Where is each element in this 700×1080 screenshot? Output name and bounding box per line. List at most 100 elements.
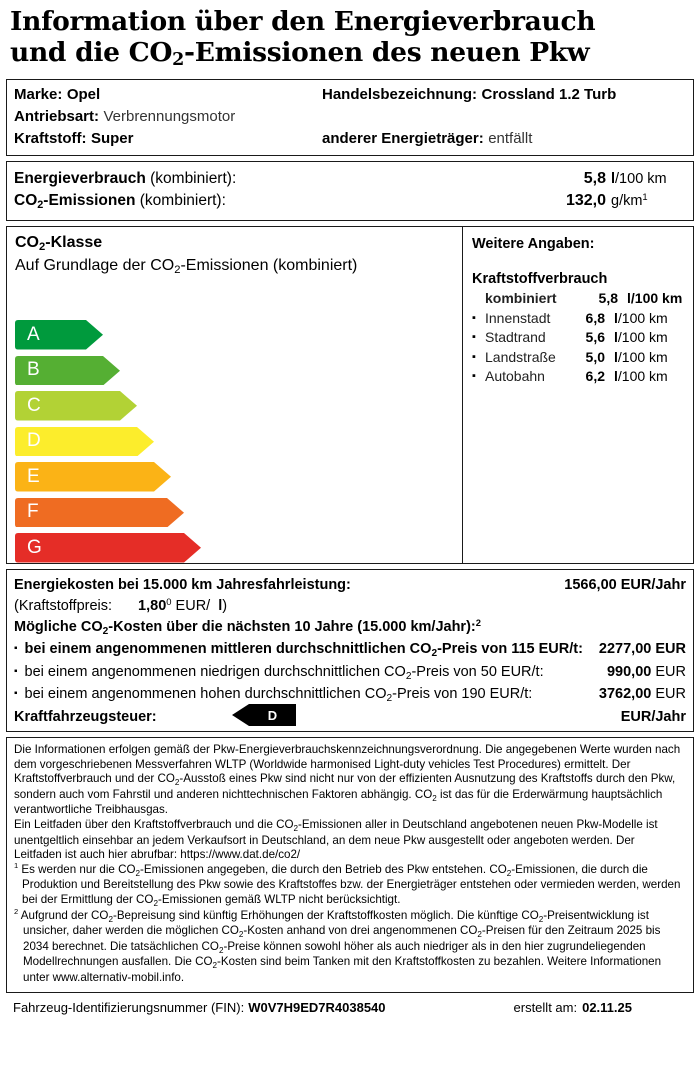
- kraftstoffverbrauch-row: ▪ Innenstadt 6,8 l/100 km: [472, 309, 693, 329]
- moegliche-b: -Kosten über die nächsten 10 Jahre (15.0…: [108, 618, 476, 635]
- efficiency-bar-label: A: [27, 323, 41, 345]
- antriebsart-spacer: [322, 106, 686, 128]
- legal-p1-a: Die Informationen erfolgen gemäß der Pkw…: [14, 743, 681, 786]
- kraftstoffverbrauch-row-unit: l/100 km: [614, 329, 668, 345]
- legal-fn2-sub3: 2: [238, 930, 244, 940]
- handelsbezeichnung-cell: Handelsbezeichnung: Crossland 1.2 Turb: [322, 84, 686, 106]
- legal-text-box: Die Informationen erfolgen gemäß der Pkw…: [6, 737, 694, 993]
- antriebsart-cell: Antriebsart: Verbrennungsmotor: [14, 106, 322, 128]
- title-line-2-b: -Emissionen des neuen Pkw: [184, 37, 590, 68]
- kraftstoff-label: Kraftstoff:: [14, 130, 87, 147]
- energieverbrauch-value: 5,8: [583, 170, 606, 187]
- moegliche-footnote-marker: 2: [475, 616, 481, 628]
- kraftstoffverbrauch-row-unit: l/100 km: [614, 309, 668, 326]
- kraftstoffpreis-row: (Kraftstoffpreis: 1,800 EUR/ l): [14, 596, 686, 617]
- efficiency-bar-shape: D: [15, 426, 201, 456]
- bullet-icon: ▪: [14, 688, 18, 699]
- consumption-row-co2: CO2-Emissionen (kombiniert): 132,0 g/km1: [14, 190, 685, 213]
- legal-fn2-a: Aufgrund der CO: [18, 908, 109, 922]
- vehicle-info-box: Marke: Opel Handelsbezeichnung: Crosslan…: [6, 79, 694, 156]
- legal-fn1-sub1: 2: [135, 868, 140, 878]
- bullet-icon: ▪: [472, 350, 476, 363]
- consumption-row-energieverbrauch: Energieverbrauch (kombiniert): 5,8 l/100…: [14, 168, 685, 190]
- footer: Fahrzeug-Identifizierungsnummer (FIN): W…: [6, 993, 694, 1015]
- efficiency-bar-label: D: [27, 430, 42, 452]
- co2-cost-row-currency: EUR: [651, 686, 686, 702]
- kraftstoffverbrauch-row-unit: l/100 km: [627, 290, 683, 306]
- legal-footnote-2: 2 Aufgrund der CO2-Bepreisung sind künft…: [14, 906, 685, 986]
- energieverbrauch-paren: (kombiniert):: [145, 170, 237, 187]
- co2-class-subtitle-subscript: 2: [174, 264, 181, 276]
- legal-paragraph-1: Die Informationen erfolgen gemäß der Pkw…: [14, 743, 685, 818]
- legal-fn1-d: -Emissionen gemäß WLTP nicht berücksicht…: [157, 892, 401, 906]
- anderer-energietraeger-cell: anderer Energieträger: entfällt: [322, 128, 686, 150]
- kraftstoffverbrauch-row: ▪ Autobahn 6,2 l/100 km: [472, 367, 693, 387]
- efficiency-bar-shape: C: [15, 391, 201, 421]
- legal-p1-sub1: 2: [174, 778, 180, 788]
- kraftstoffverbrauch-row-name: Autobahn: [485, 368, 545, 384]
- legal-fn2-d: -Kosten anhand von drei angenommenen CO: [243, 924, 478, 938]
- marke-label: Marke:: [14, 86, 63, 103]
- page-title: Information über den Energieverbrauch un…: [6, 0, 694, 74]
- bullet-icon: ▪: [472, 331, 476, 343]
- title-line-1: Information über den Energieverbrauch: [10, 6, 692, 37]
- co2-emissionen-subscript: 2: [37, 199, 44, 211]
- efficiency-bar-label: G: [27, 536, 43, 558]
- energieverbrauch-label: Energieverbrauch: [14, 170, 146, 187]
- co2-class-title-b: -Klasse: [45, 234, 103, 251]
- weitere-angaben-panel: Weitere Angaben: Kraftstoffverbrauch kom…: [463, 227, 693, 563]
- consumption-box: Energieverbrauch (kombiniert): 5,8 l/100…: [6, 161, 694, 221]
- kraftstoffpreis-value-sup: 0: [166, 595, 172, 607]
- co2-cost-row: ▪ bei einem angenommenen niedrigen durchs…: [14, 662, 686, 685]
- antriebsart-label: Antriebsart:: [14, 108, 100, 125]
- legal-p2-b: -Emissionen aller in Deutschland angebot…: [14, 817, 658, 862]
- efficiency-bar-e: E: [15, 462, 201, 495]
- legal-fn2-sub2: 2: [538, 914, 544, 924]
- co2-class-title: CO2-Klasse: [15, 232, 462, 255]
- marker-arrow-tip-icon: [232, 704, 249, 726]
- legal-paragraph-2: Ein Leitfaden über den Kraftstoffverbrau…: [14, 818, 685, 863]
- bullet-icon: [472, 289, 485, 309]
- kraftstoffverbrauch-row-name: Stadtrand: [485, 329, 546, 345]
- co2-emissionen-label-b: -Emissionen: [43, 192, 136, 209]
- title-line-1-text: Information über den Energieverbrauch: [10, 6, 596, 37]
- bullet-icon: ▪: [14, 643, 18, 654]
- kraftstoffverbrauch-row-value: 6,8: [585, 309, 605, 326]
- legal-fn2-sub5: 2: [218, 945, 224, 955]
- bullet-icon: ▪: [14, 665, 18, 677]
- efficiency-bar-b: B: [15, 355, 201, 389]
- legal-fn2-sub6: 2: [212, 961, 217, 971]
- legal-fn2-marker: 2: [14, 906, 19, 916]
- co2-cost-rows: ▪ bei einem angenommenen mittleren durchs…: [14, 639, 686, 707]
- co2-class-marker: D: [232, 704, 296, 726]
- efficiency-bar-c: C: [15, 391, 201, 424]
- kraftstoffpreis-close: ): [222, 597, 228, 614]
- co2-emissionen-value: 132,0: [565, 192, 606, 209]
- kraftstoffverbrauch-row: ▪ Stadtrand 5,6 l/100 km: [472, 328, 693, 348]
- legal-fn2-g: -Kosten sind beim Tanken mit den Kraftst…: [23, 955, 662, 984]
- legal-fn1-sub3: 2: [153, 898, 158, 908]
- energieverbrauch-label-wrap: Energieverbrauch (kombiniert):: [14, 168, 584, 190]
- kraftstoffverbrauch-row-value: 5,0: [585, 348, 605, 365]
- legal-p1-c: ist das für die Erderwärmung hauptsächli…: [14, 787, 663, 817]
- kraftstoffverbrauch-row-unit: l/100 km: [614, 368, 668, 384]
- kraftstoffverbrauch-row: ▪ Landstraße 5,0 l/100 km: [472, 348, 693, 368]
- handelsbezeichnung-label: Handelsbezeichnung:: [322, 86, 478, 103]
- moegliche-a: Mögliche CO: [14, 618, 103, 635]
- legal-fn2-sub4: 2: [477, 930, 482, 940]
- co2-class-subtitle-b: -Emissionen (kombiniert): [180, 257, 358, 274]
- kraftstoffpreis-label: (Kraftstoffpreis:: [14, 597, 113, 614]
- legal-p1-sub2: 2: [432, 793, 437, 803]
- created-value: 02.11.25: [582, 999, 632, 1015]
- energieverbrauch-unit-rest: /100 km: [615, 171, 667, 187]
- handelsbezeichnung-value: Crossland 1.2 Turb: [481, 86, 617, 103]
- efficiency-bar-label: F: [27, 501, 40, 523]
- kraftstoff-value: Super: [90, 130, 134, 147]
- bullet-icon: ▪: [472, 311, 476, 324]
- legal-fn1-sub2: 2: [506, 868, 512, 878]
- co2-class-title-subscript: 2: [39, 241, 46, 253]
- energiekosten-row: Energiekosten bei 15.000 km Jahresfahrle…: [14, 575, 686, 596]
- title-line-2: und die CO2-Emissionen des neuen Pkw: [10, 37, 692, 72]
